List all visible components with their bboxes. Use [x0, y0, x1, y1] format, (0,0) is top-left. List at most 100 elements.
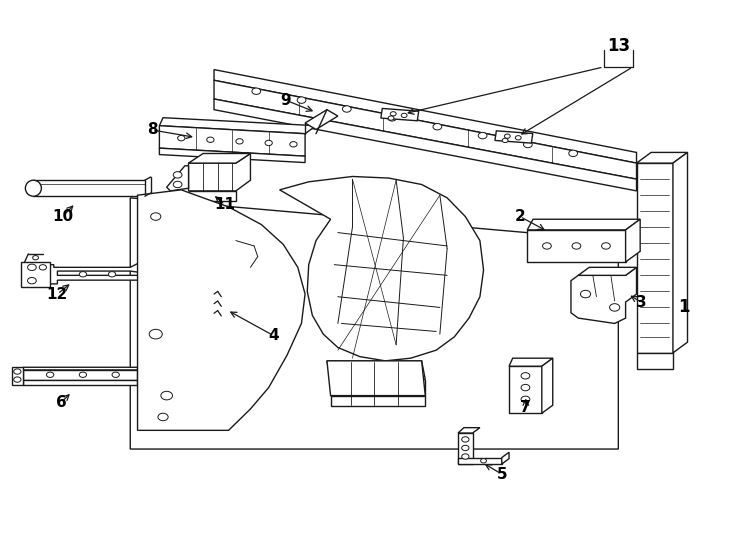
Circle shape — [569, 150, 578, 157]
Polygon shape — [23, 370, 137, 380]
Circle shape — [46, 372, 54, 377]
Polygon shape — [159, 118, 316, 134]
Text: 2: 2 — [515, 209, 526, 224]
Polygon shape — [542, 358, 553, 413]
Text: 6: 6 — [56, 395, 67, 410]
Polygon shape — [214, 70, 636, 163]
Circle shape — [158, 413, 168, 421]
Text: 11: 11 — [214, 197, 236, 212]
Circle shape — [173, 181, 182, 188]
Circle shape — [14, 377, 21, 382]
Circle shape — [79, 272, 87, 277]
Polygon shape — [137, 363, 150, 388]
Polygon shape — [495, 131, 533, 143]
Polygon shape — [458, 433, 473, 464]
Text: 3: 3 — [636, 294, 646, 309]
Circle shape — [252, 88, 261, 94]
Circle shape — [462, 437, 469, 442]
Ellipse shape — [26, 180, 41, 196]
Circle shape — [207, 137, 214, 143]
Polygon shape — [137, 190, 305, 430]
Polygon shape — [305, 110, 338, 130]
Polygon shape — [159, 148, 305, 163]
Circle shape — [521, 396, 530, 402]
Polygon shape — [33, 180, 145, 196]
Polygon shape — [159, 126, 305, 156]
Circle shape — [609, 303, 619, 311]
Text: 4: 4 — [269, 328, 279, 343]
Polygon shape — [214, 80, 636, 179]
Circle shape — [79, 372, 87, 377]
Polygon shape — [214, 99, 636, 191]
Polygon shape — [167, 166, 189, 191]
Circle shape — [581, 291, 591, 298]
Circle shape — [504, 134, 510, 138]
Circle shape — [32, 255, 38, 260]
Polygon shape — [625, 219, 640, 262]
Circle shape — [481, 458, 487, 463]
Circle shape — [343, 106, 351, 112]
Circle shape — [390, 112, 396, 116]
Circle shape — [14, 369, 21, 374]
Circle shape — [109, 272, 116, 277]
Text: 8: 8 — [147, 123, 157, 138]
Polygon shape — [189, 191, 236, 200]
Polygon shape — [23, 380, 137, 385]
Circle shape — [150, 213, 161, 220]
Circle shape — [265, 140, 272, 146]
Polygon shape — [527, 219, 640, 230]
Circle shape — [28, 278, 36, 284]
Polygon shape — [527, 230, 625, 262]
Polygon shape — [189, 153, 250, 163]
Text: 13: 13 — [607, 37, 630, 55]
Circle shape — [479, 132, 487, 139]
Polygon shape — [12, 367, 23, 385]
Polygon shape — [458, 428, 480, 433]
Circle shape — [149, 329, 162, 339]
Circle shape — [523, 141, 532, 147]
Polygon shape — [21, 262, 50, 287]
Circle shape — [462, 454, 469, 459]
Circle shape — [39, 265, 46, 270]
Text: 1: 1 — [678, 299, 690, 316]
Polygon shape — [327, 361, 425, 396]
Polygon shape — [578, 267, 636, 275]
Circle shape — [572, 243, 581, 249]
Circle shape — [161, 392, 172, 400]
Circle shape — [462, 446, 469, 451]
Circle shape — [515, 136, 521, 140]
Polygon shape — [509, 366, 542, 413]
Circle shape — [433, 124, 442, 130]
Polygon shape — [23, 367, 141, 370]
Circle shape — [388, 116, 394, 120]
Polygon shape — [458, 457, 502, 464]
Circle shape — [297, 97, 306, 103]
Polygon shape — [46, 264, 148, 284]
Polygon shape — [280, 177, 484, 361]
Circle shape — [521, 373, 530, 379]
Text: 9: 9 — [280, 92, 291, 107]
Circle shape — [178, 136, 185, 141]
Circle shape — [173, 172, 182, 178]
Polygon shape — [502, 452, 509, 464]
Polygon shape — [189, 153, 250, 191]
Circle shape — [602, 243, 610, 249]
Circle shape — [502, 138, 508, 143]
Circle shape — [112, 372, 120, 377]
Polygon shape — [636, 152, 688, 163]
Circle shape — [542, 243, 551, 249]
Polygon shape — [636, 353, 673, 369]
Circle shape — [28, 264, 36, 271]
Text: 12: 12 — [47, 287, 68, 301]
Polygon shape — [509, 358, 553, 366]
Circle shape — [388, 114, 396, 121]
Circle shape — [521, 384, 530, 391]
Circle shape — [401, 113, 407, 118]
Polygon shape — [636, 163, 673, 353]
Text: 7: 7 — [520, 400, 531, 415]
Polygon shape — [130, 198, 618, 449]
Circle shape — [290, 141, 297, 147]
Text: 10: 10 — [52, 209, 73, 224]
Text: 5: 5 — [496, 467, 507, 482]
Polygon shape — [673, 152, 688, 353]
